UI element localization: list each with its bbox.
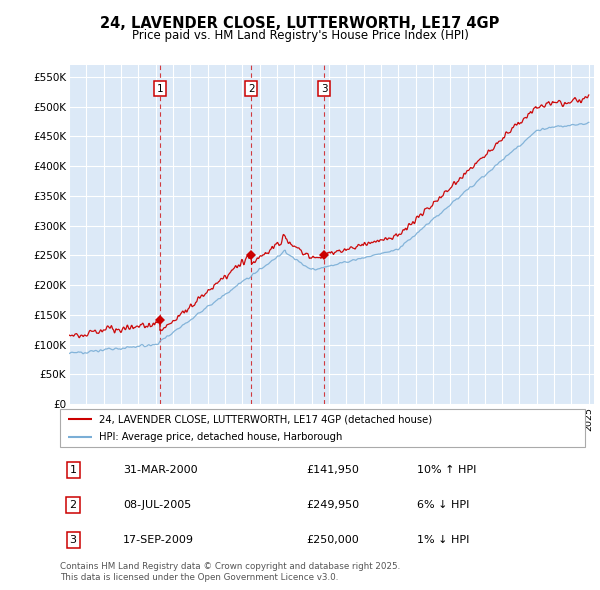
Text: £249,950: £249,950: [307, 500, 360, 510]
Text: £141,950: £141,950: [307, 465, 359, 475]
Text: 1: 1: [157, 84, 163, 94]
Text: 24, LAVENDER CLOSE, LUTTERWORTH, LE17 4GP (detached house): 24, LAVENDER CLOSE, LUTTERWORTH, LE17 4G…: [100, 414, 433, 424]
Text: 6% ↓ HPI: 6% ↓ HPI: [417, 500, 469, 510]
Text: 10% ↑ HPI: 10% ↑ HPI: [417, 465, 476, 475]
Text: HPI: Average price, detached house, Harborough: HPI: Average price, detached house, Harb…: [100, 432, 343, 442]
Text: Price paid vs. HM Land Registry's House Price Index (HPI): Price paid vs. HM Land Registry's House …: [131, 29, 469, 42]
Text: 3: 3: [70, 535, 77, 545]
Text: 2: 2: [70, 500, 77, 510]
Text: 17-SEP-2009: 17-SEP-2009: [123, 535, 194, 545]
Text: £250,000: £250,000: [307, 535, 359, 545]
Text: 24, LAVENDER CLOSE, LUTTERWORTH, LE17 4GP: 24, LAVENDER CLOSE, LUTTERWORTH, LE17 4G…: [100, 16, 500, 31]
Text: 2: 2: [248, 84, 254, 94]
Text: Contains HM Land Registry data © Crown copyright and database right 2025.
This d: Contains HM Land Registry data © Crown c…: [60, 562, 400, 582]
Text: 31-MAR-2000: 31-MAR-2000: [123, 465, 197, 475]
Text: 3: 3: [321, 84, 328, 94]
Text: 08-JUL-2005: 08-JUL-2005: [123, 500, 191, 510]
Text: 1: 1: [70, 465, 77, 475]
Text: 1% ↓ HPI: 1% ↓ HPI: [417, 535, 469, 545]
